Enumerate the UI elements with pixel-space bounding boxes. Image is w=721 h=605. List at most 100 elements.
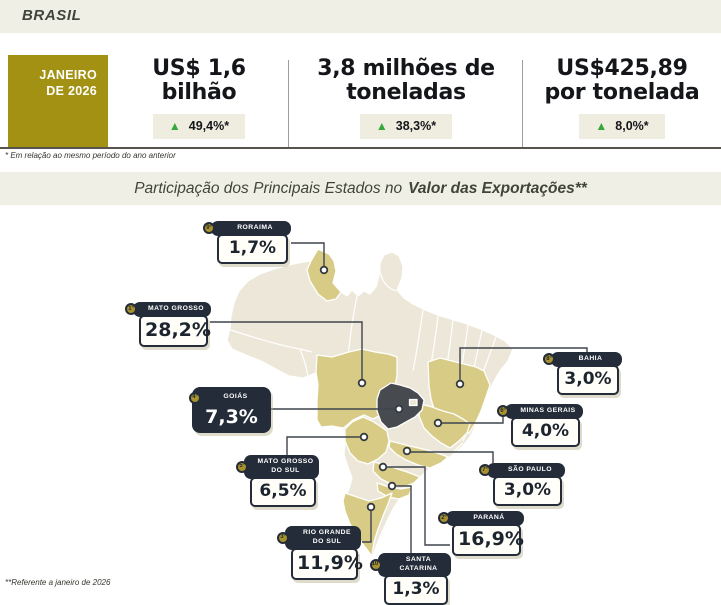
- connector-roraima: [291, 242, 325, 266]
- state-share-value: 7,3%: [205, 405, 258, 428]
- state-sao-paulo: [388, 440, 449, 469]
- state-name: BAHIA: [578, 355, 603, 362]
- section-title: Participação dos Principais Estados no: [134, 179, 403, 197]
- change-chip: ▲ 8,0%*: [579, 113, 665, 139]
- stat-value: US$ 1,6 bilhão: [152, 56, 246, 105]
- callout-rio-grande-do-sul: 3º RIO GRANDE DO SUL 11,9%: [277, 526, 363, 580]
- connector-sao-paulo: [411, 451, 494, 463]
- rank-badge: 6º: [497, 405, 509, 418]
- callout-header: 1º MATO GROSSO: [125, 302, 211, 317]
- change-value: 8,0%*: [615, 118, 649, 133]
- header-band: BRASIL: [0, 0, 721, 33]
- state-share-value: 16,9%: [452, 523, 524, 556]
- callout-sao-paulo: 7º SÃO PAULO 3,0%: [479, 463, 565, 506]
- callout-goias: 4º GOIÁS 7,3%: [189, 387, 271, 433]
- map-marker-minas-gerais: [433, 418, 443, 428]
- state-distrito-federal: [408, 398, 418, 407]
- date-badge: JANEIRO DE 2026: [8, 55, 108, 147]
- state-name: SÃO PAULO: [508, 466, 552, 473]
- callout-bahia: 8º BAHIA 3,0%: [543, 352, 622, 395]
- period-line-1: JANEIRO: [39, 68, 97, 82]
- map-marker-mato-grosso-do-sul: [359, 432, 369, 442]
- state-mato-grosso-do-sul: [344, 416, 390, 465]
- state-share-value: 28,2%: [139, 314, 211, 347]
- change-value: 38,3%*: [395, 118, 437, 133]
- state-name: GOIÁS: [223, 393, 248, 400]
- callout-header: 2º PARANÁ: [438, 511, 524, 526]
- map-marker-mato-grosso: [357, 378, 367, 388]
- rank-badge: 4º: [189, 391, 201, 404]
- increase-arrow-icon: ▲: [595, 118, 608, 133]
- rank-badge: 8º: [543, 353, 555, 366]
- connector-mato-grosso: [210, 321, 363, 379]
- state-share-value: 1,3%: [384, 574, 448, 605]
- stat-export-value: US$ 1,6 bilhão ▲ 49,4%*: [110, 57, 288, 139]
- callout-header: 6º MINAS GERAIS: [497, 404, 583, 419]
- connector-bahia: [459, 347, 588, 380]
- rank-badge: 3º: [277, 531, 289, 544]
- map-marker-goias: [394, 404, 404, 414]
- callout-mato-grosso-do-sul: 5º MATO GROSSO DO SUL 6,5%: [236, 455, 319, 507]
- state-share-value: 4,0%: [511, 416, 580, 447]
- connector-rio-grande-do-sul: [362, 511, 372, 543]
- state-name: RIO GRANDE DO SUL: [303, 529, 351, 545]
- map-marker-santa-catarina: [387, 481, 397, 491]
- section-title-band: Participação dos Principais Estados no V…: [0, 172, 721, 205]
- callout-santa-catarina: 10º SANTA CATARINA 1,3%: [370, 553, 451, 605]
- state-rio-grande-do-sul: [342, 492, 393, 557]
- stat-average-price: US$425,89 por tonelada ▲ 8,0%*: [526, 57, 718, 139]
- rank-badge: 9º: [203, 222, 215, 235]
- section-title-bold: Valor das Exportações**: [408, 179, 587, 197]
- state-share-value: 11,9%: [291, 547, 363, 580]
- stat-value: US$425,89 por tonelada: [544, 56, 700, 105]
- map-marker-rio-grande-do-sul: [366, 502, 376, 512]
- map-marker-roraima: [319, 265, 329, 275]
- callout-mato-grosso: 1º MATO GROSSO 28,2%: [125, 302, 211, 347]
- increase-arrow-icon: ▲: [375, 118, 388, 133]
- state-roraima: [306, 248, 342, 302]
- callout-header: 8º BAHIA: [543, 352, 622, 367]
- map-marker-bahia: [455, 379, 465, 389]
- state-name: SANTA CATARINA: [399, 556, 438, 572]
- state-name: MATO GROSSO DO SUL: [257, 458, 314, 474]
- rank-badge: 2º: [438, 512, 450, 525]
- map-marker-sao-paulo: [402, 446, 412, 456]
- callout-header: 7º SÃO PAULO: [479, 463, 565, 478]
- page-title: BRASIL: [22, 7, 82, 24]
- callout-header: 9º RORAIMA: [203, 221, 291, 236]
- stat-value: 3,8 milhões de toneladas: [317, 56, 495, 105]
- state-name: MATO GROSSO: [147, 305, 205, 312]
- state-share-value: 1,7%: [217, 233, 288, 264]
- increase-arrow-icon: ▲: [168, 118, 181, 133]
- callout-header: 4º GOIÁS: [189, 391, 266, 405]
- rank-badge: 10º: [370, 558, 382, 571]
- change-value: 49,4%*: [188, 118, 230, 133]
- brazil-map: [210, 242, 588, 559]
- state-name: PARANÁ: [473, 514, 505, 521]
- connector-santa-catarina: [396, 485, 412, 553]
- connector-minas-gerais: [442, 417, 504, 424]
- callout-parana: 2º PARANÁ 16,9%: [438, 511, 524, 556]
- callout-minas-gerais: 6º MINAS GERAIS 4,0%: [497, 404, 583, 447]
- rank-badge: 1º: [125, 303, 137, 316]
- state-name: MINAS GERAIS: [520, 407, 576, 414]
- stats-divider: [522, 60, 523, 147]
- connector-mato-grosso-do-sul: [286, 436, 360, 455]
- change-chip: ▲ 38,3%*: [359, 113, 453, 139]
- callout-header: 10º SANTA CATARINA: [370, 553, 451, 577]
- callout-header: 3º RIO GRANDE DO SUL: [277, 526, 361, 550]
- map-footnote: **Referente a janeiro de 2026: [5, 578, 111, 587]
- stats-footnote: * Em relação ao mesmo período do ano ant…: [5, 151, 176, 160]
- state-share-value: 6,5%: [250, 476, 316, 507]
- period-line-2: DE 2026: [46, 83, 97, 98]
- map-marker-parana: [378, 462, 388, 472]
- callout-header: 5º MATO GROSSO DO SUL: [236, 455, 319, 479]
- state-minas-gerais: [418, 403, 471, 449]
- callout-roraima: 9º RORAIMA 1,7%: [203, 221, 291, 264]
- stat-export-volume: 3,8 milhões de toneladas ▲ 38,3%*: [292, 57, 520, 139]
- stats-divider: [288, 60, 289, 147]
- rank-badge: 7º: [479, 464, 491, 477]
- rank-badge: 5º: [236, 460, 248, 473]
- state-share-value: 3,0%: [557, 364, 619, 395]
